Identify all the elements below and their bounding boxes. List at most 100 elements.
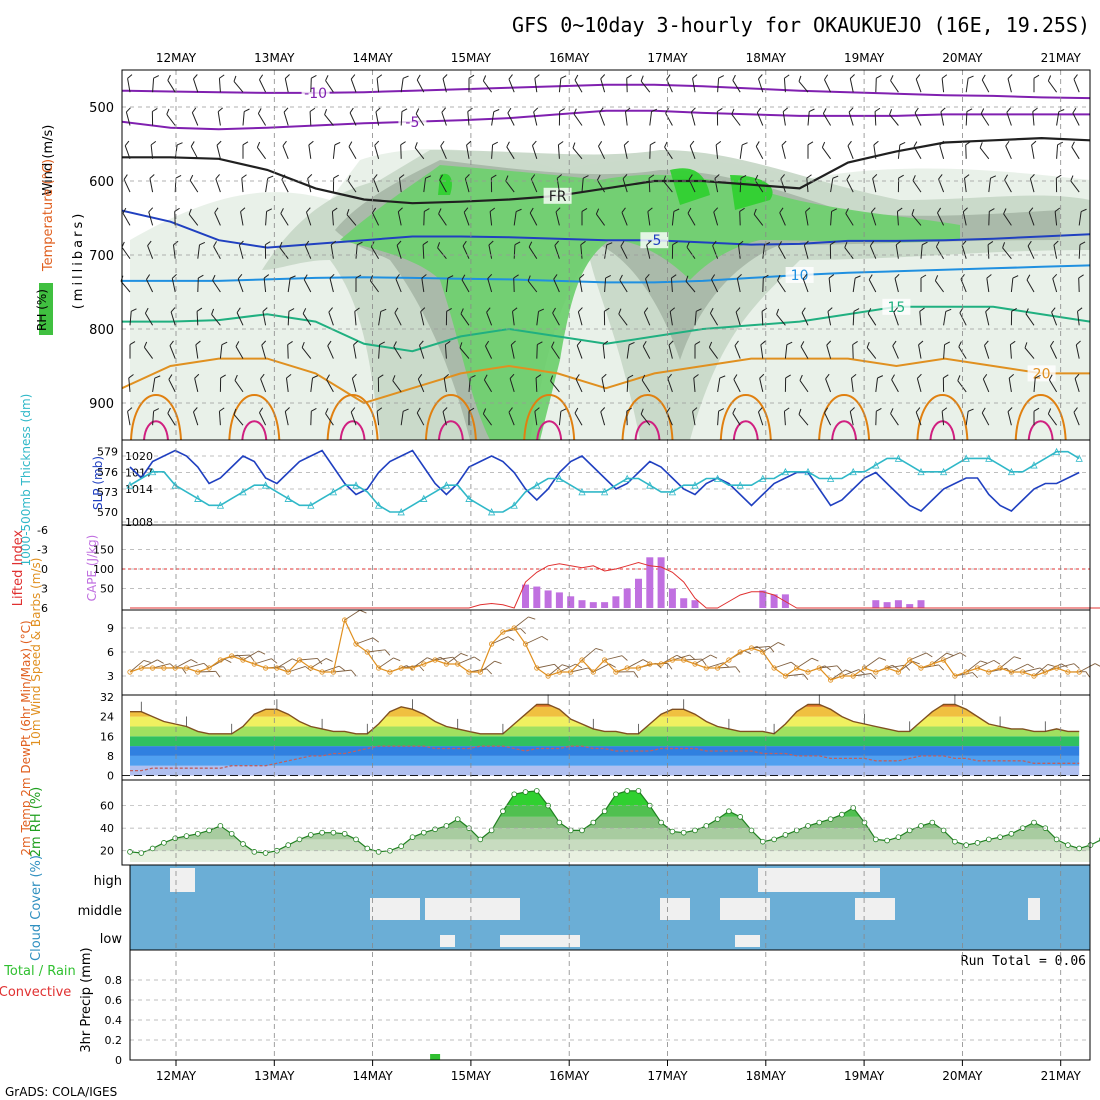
wind-barb [623, 140, 629, 159]
footer-credit: GrADS: COLA/IGES [5, 1085, 117, 1099]
wind-barb [619, 274, 628, 293]
wind-speed-marker [760, 649, 766, 655]
wind-barb [799, 374, 809, 393]
surface-wind-barb [762, 642, 785, 653]
wind-barb [669, 307, 676, 326]
wind-speed-marker [466, 669, 472, 675]
wind-barb [821, 141, 832, 160]
wind-speed-marker [669, 657, 676, 663]
wind-barb [491, 109, 500, 126]
cape-bar [589, 602, 597, 608]
wind-barb [912, 175, 922, 193]
wind-barb [555, 207, 561, 226]
rh-marker [816, 819, 823, 826]
wind-speed-marker [1020, 669, 1026, 675]
contour-label-bg [1027, 365, 1056, 382]
wind-speed-marker [308, 665, 314, 671]
rh-marker [1008, 830, 1015, 837]
rh-marker [488, 827, 495, 834]
wind-barb [168, 374, 176, 393]
wind-barb [259, 74, 267, 93]
wind-barb [732, 407, 741, 426]
y-tick-label: 700 [89, 249, 114, 264]
wind-barb [350, 407, 357, 426]
surface-wind-barb [559, 663, 583, 673]
wind-speed-marker [974, 665, 981, 671]
wind-barb [485, 340, 493, 359]
thickness-tick: 570 [97, 506, 118, 519]
wind-barb [916, 373, 922, 393]
wind-barb [527, 275, 538, 293]
thickness-marker [985, 454, 993, 462]
wind-barb [238, 240, 244, 259]
wind-barb [621, 207, 628, 226]
surface-wind-barb [593, 663, 616, 673]
wind-barb [759, 373, 765, 393]
wind-barb [150, 140, 157, 159]
wind-barb [355, 274, 362, 292]
wind-speed-marker [771, 665, 777, 671]
wind-barb [935, 241, 945, 259]
wind-speed-marker [895, 669, 902, 675]
wind-barb [400, 408, 409, 426]
rh-marker [601, 808, 608, 815]
wind-barb [420, 307, 426, 326]
wind-barb [242, 141, 249, 159]
cloud-row-label: middle [78, 904, 122, 919]
wind-barb [197, 241, 206, 259]
wind-barb [1024, 342, 1035, 359]
x-tick-label-top: 14MAY [352, 51, 393, 65]
wind-barb [551, 341, 560, 359]
cape-bar [555, 592, 563, 608]
wind-speed-marker [511, 625, 517, 631]
wind-barb [942, 374, 949, 392]
rh-marker [522, 789, 529, 795]
li-tick: 3 [41, 583, 48, 596]
wind-barb [467, 107, 473, 126]
wind-barb [287, 341, 293, 359]
wind-tick: 9 [107, 622, 114, 635]
legend-total-rain: Total / Rain [3, 964, 76, 979]
wind-barb [1055, 174, 1062, 193]
wind-speed-marker [590, 669, 596, 675]
wind-speed-marker [635, 665, 642, 671]
temp-tick: 32 [100, 691, 114, 704]
rh-marker [624, 788, 630, 794]
wind-speed-marker [183, 665, 190, 671]
wind-barb [554, 240, 560, 259]
wind-barb [397, 207, 403, 226]
temperature-band [130, 704, 1080, 707]
wind-barb [438, 208, 447, 226]
wind-barb [372, 207, 380, 226]
temp-contour-diurnal-warm [241, 420, 268, 441]
wind-barb [685, 275, 696, 293]
temp-contour-diurnal-warm [143, 420, 169, 441]
wind-barb [688, 174, 696, 193]
wind-barb [573, 108, 583, 126]
wind-speed-marker [477, 669, 483, 675]
wind-barb [509, 373, 515, 393]
wind-speed-marker [794, 665, 800, 671]
wind-barb [325, 75, 334, 93]
wind-barb [558, 75, 567, 93]
wind-barb [441, 107, 447, 126]
temp-contour [121, 109, 1090, 131]
rh-band [130, 790, 1090, 806]
wind-barb [848, 107, 854, 126]
thickness-marker [939, 467, 948, 476]
rh-marker [477, 836, 484, 843]
wind-barb [531, 140, 538, 159]
wind-speed-marker [839, 673, 845, 679]
wind-barb [988, 175, 997, 193]
wind-barb [782, 107, 789, 126]
wind-barb [757, 407, 764, 426]
wind-barb [233, 75, 244, 93]
wind-barb [256, 141, 267, 160]
wind-barb [482, 408, 493, 426]
rh-marker [680, 829, 687, 836]
wind-barb [535, 374, 542, 392]
cape-bar [917, 600, 925, 608]
wind-barb [462, 240, 470, 259]
wind-speed-marker [1065, 669, 1071, 675]
